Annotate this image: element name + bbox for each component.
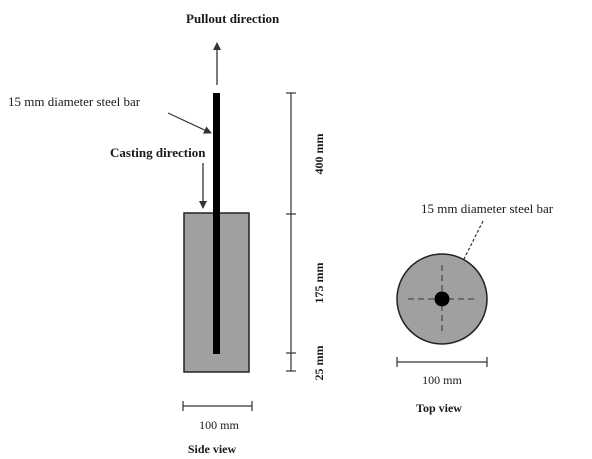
top-bar-pointer-arrow xyxy=(448,220,484,290)
steel-bar xyxy=(213,93,220,354)
side-bar-label: 15 mm diameter steel bar xyxy=(8,94,141,109)
side-width-dimension xyxy=(182,401,253,411)
dim-175-label: 175 mm xyxy=(312,263,326,304)
pullout-direction-label: Pullout direction xyxy=(186,11,280,26)
side-bar-pointer-arrow xyxy=(167,112,212,134)
side-width-label: 100 mm xyxy=(199,418,239,432)
top-bar-label: 15 mm diameter steel bar xyxy=(421,201,554,216)
casting-direction-label: Casting direction xyxy=(110,145,206,160)
top-view-caption: Top view xyxy=(416,401,462,415)
steel-bar-section xyxy=(434,291,450,307)
side-view: Pullout direction 15 mm diameter steel b… xyxy=(8,11,326,456)
top-view: 15 mm diameter steel bar 100 mm Top view xyxy=(396,201,554,415)
top-width-label: 100 mm xyxy=(422,373,462,387)
dim-25-label: 25 mm xyxy=(312,346,326,381)
vertical-dimension-line xyxy=(286,92,296,372)
dim-400-label: 400 mm xyxy=(312,134,326,175)
top-width-dimension xyxy=(396,357,488,367)
side-view-caption: Side view xyxy=(188,442,237,456)
